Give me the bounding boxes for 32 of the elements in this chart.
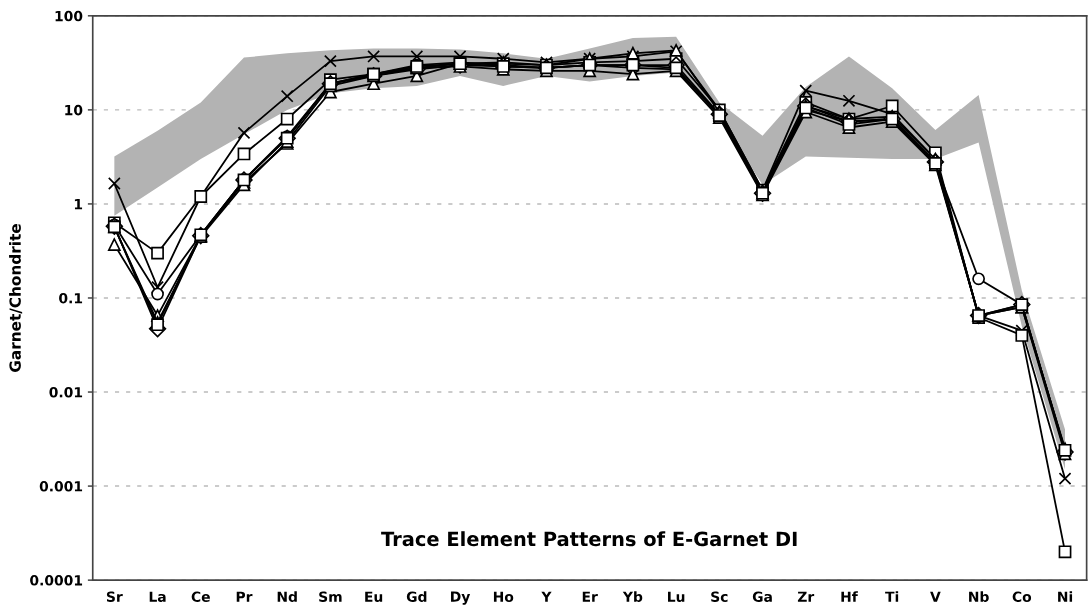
x-tick-label: La <box>149 591 166 602</box>
x-tick-label: Nb <box>969 591 989 602</box>
y-tick-label: 0.1 <box>59 292 83 304</box>
x-tick-label: Sr <box>106 591 123 602</box>
x-tick-label: Pr <box>236 591 253 602</box>
y-tick-label: 1 <box>74 199 83 210</box>
x-tick-label: Ga <box>752 591 772 602</box>
x-tick-label: Gd <box>406 591 427 602</box>
x-tick-label: Ti <box>885 591 899 602</box>
x-tick-label: Nd <box>277 591 297 602</box>
x-tick-label: Yb <box>622 591 643 602</box>
x-tick-label: Ni <box>1058 591 1073 602</box>
x-tick-label: Ho <box>493 591 514 602</box>
x-tick-label: Hf <box>841 591 858 602</box>
x-tick-label: Zr <box>797 591 815 602</box>
y-tick-label: 0.01 <box>49 387 83 398</box>
y-axis-title: Garnet/Chondrite <box>9 224 23 372</box>
x-tick-label: Y <box>541 591 552 602</box>
y-tick-label: 0.001 <box>39 481 83 492</box>
x-tick-label: Ce <box>191 591 210 602</box>
x-tick-label: Lu <box>668 591 685 602</box>
y-tick-label: 100 <box>55 10 83 22</box>
x-tick-label: Dy <box>451 591 471 605</box>
x-tick-label: V <box>930 591 941 602</box>
x-tick-label: Sc <box>711 591 728 602</box>
text: Trace Element Patterns of E-Garnet DI <box>381 531 797 547</box>
x-tick-label: Eu <box>365 591 383 602</box>
x-tick-label: Co <box>1012 591 1032 602</box>
x-tick-label: Er <box>582 591 598 602</box>
y-tick-label: 10 <box>65 104 83 116</box>
y-tick-label: 0.0001 <box>30 575 83 586</box>
x-tick-label: Sm <box>319 591 342 602</box>
